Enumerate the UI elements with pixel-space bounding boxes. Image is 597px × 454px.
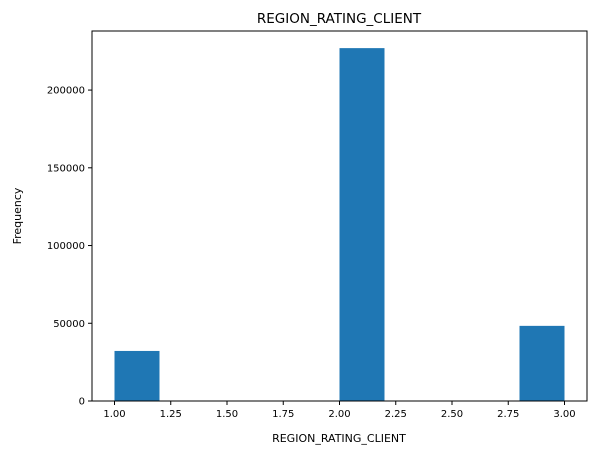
y-tick-label: 100000 bbox=[47, 241, 85, 252]
y-axis-ticks: 0 50000 100000 150000 200000 bbox=[47, 86, 92, 408]
y-tick-label: 200000 bbox=[47, 86, 85, 97]
x-tick-label: 2.00 bbox=[328, 409, 350, 420]
histogram-bar bbox=[339, 48, 385, 402]
x-tick-label: 1.00 bbox=[103, 409, 125, 420]
x-tick-label: 2.25 bbox=[385, 409, 407, 420]
x-tick-label: 3.00 bbox=[553, 409, 575, 420]
y-tick-label: 150000 bbox=[47, 163, 85, 174]
y-tick-label: 0 bbox=[79, 397, 85, 408]
x-tick-label: 1.75 bbox=[272, 409, 294, 420]
x-tick-label: 2.75 bbox=[497, 409, 519, 420]
histogram-bar bbox=[114, 350, 160, 401]
y-axis-label: Frequency bbox=[11, 187, 24, 244]
x-axis-ticks: 1.00 1.25 1.50 1.75 2.00 2.25 2.50 2.75 3.00 bbox=[103, 401, 576, 420]
bars-group bbox=[114, 48, 565, 402]
x-tick-label: 1.50 bbox=[216, 409, 238, 420]
y-tick-label: 50000 bbox=[53, 319, 85, 330]
x-tick-label: 1.25 bbox=[160, 409, 182, 420]
chart-title: REGION_RATING_CLIENT bbox=[257, 11, 422, 27]
x-axis-label: REGION_RATING_CLIENT bbox=[272, 432, 406, 445]
histogram-bar bbox=[519, 325, 565, 401]
x-tick-label: 2.50 bbox=[441, 409, 463, 420]
